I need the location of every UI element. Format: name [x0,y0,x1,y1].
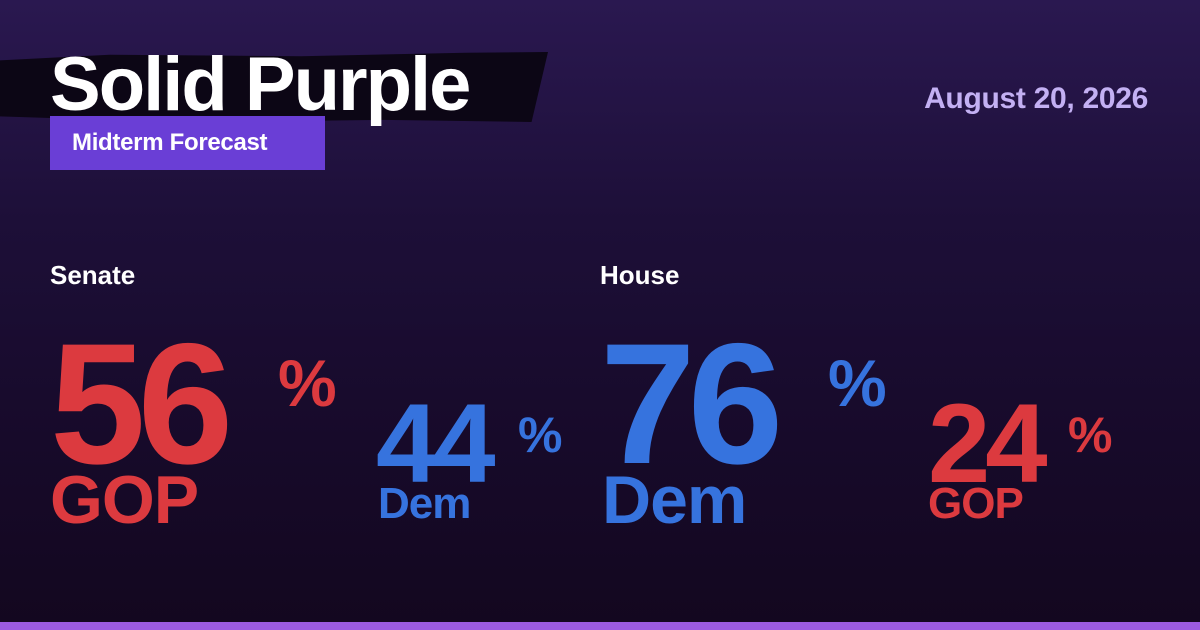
house-gop-value: 24 [928,381,1048,506]
senate-dem-party: Dem [378,479,471,528]
senate-dem-pct-sign: % [518,407,563,463]
senate-label: Senate [50,260,136,290]
bottom-accent-bar [0,622,1200,630]
senate-dem-value: 44 [376,381,496,506]
house-gop-pct-sign: % [1068,407,1113,463]
house-gop-party: GOP [928,479,1024,528]
house-dem-party: Dem [602,462,747,538]
senate-gop-pct-sign: % [278,346,337,420]
page-title: Solid Purple [50,42,471,127]
house-dem-pct-sign: % [828,346,887,420]
title-brush-stroke [0,52,548,122]
forecast-date: August 20, 2026 [924,82,1148,115]
senate-gop-value: 56 [50,308,233,500]
house-label: House [600,260,680,290]
senate-gop-party: GOP [50,462,199,538]
subtitle-badge: Midterm Forecast [50,116,325,170]
house-dem-value: 76 [600,308,783,500]
